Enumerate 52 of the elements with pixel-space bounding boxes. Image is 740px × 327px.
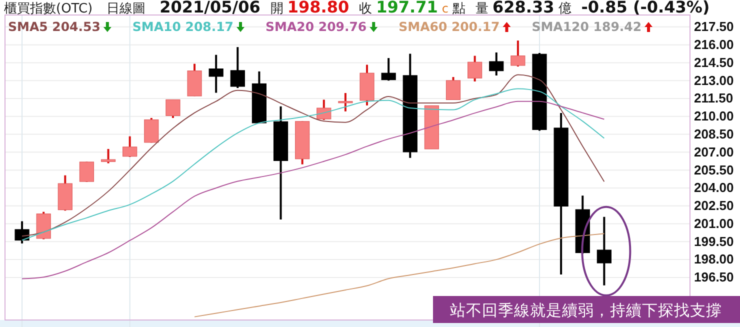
candlestick	[596, 216, 612, 286]
text: SMA60 200.17	[398, 19, 500, 34]
annotation: 198.80	[287, 0, 350, 16]
annotation: 2021/05/06	[160, 0, 260, 16]
line-series	[22, 100, 605, 280]
y-tick-label: 198.00	[694, 252, 734, 267]
candlestick	[166, 98, 180, 119]
annotation: 量	[476, 2, 488, 16]
candlestick	[446, 76, 461, 101]
annotation: c	[442, 2, 448, 16]
y-tick-label: 216.00	[694, 36, 734, 52]
y-tick-label: 204.00	[694, 180, 734, 196]
candlestick	[316, 98, 332, 121]
candlestick	[122, 135, 138, 158]
candlestick	[14, 220, 30, 244]
y-tick-label: 211.50	[694, 90, 734, 106]
y-tick-label: 205.50	[694, 162, 734, 178]
chart-subtitle: 日線圖	[106, 2, 146, 16]
candlestick	[468, 54, 482, 82]
text: SMA10 208.17	[132, 19, 234, 34]
candlestick	[489, 51, 504, 76]
y-tick-label: 196.50	[694, 270, 734, 285]
candlestick	[144, 116, 159, 144]
candlestick	[381, 57, 396, 82]
annotation: -0.85 (-0.43%)	[581, 0, 710, 16]
line-series	[194, 233, 605, 318]
candlestick	[338, 92, 353, 112]
candlestick	[208, 54, 224, 94]
annotation: SMA120 189.42	[532, 19, 642, 34]
annotation: 收	[359, 2, 372, 16]
y-tick-label: 217.50	[694, 19, 734, 34]
y-tick-label: 202.50	[694, 198, 734, 214]
text: SMA20 209.76	[266, 19, 367, 34]
annotation: 億	[558, 2, 572, 16]
y-tick-label: 213.00	[694, 72, 734, 88]
y-tick-label: 208.50	[694, 126, 734, 142]
annotation: 628.33	[492, 0, 554, 16]
candlestick	[100, 148, 116, 164]
annotation: 點	[452, 2, 466, 16]
y-tick-label: 199.50	[694, 234, 734, 249]
candlestick	[230, 46, 245, 90]
y-tick-label: 207.00	[694, 144, 734, 160]
annotation: 站不回季線就是續弱，持續下探找支撐	[450, 302, 722, 320]
text: SMA5 204.53	[8, 19, 100, 34]
y-tick-label: 201.00	[694, 216, 734, 231]
annotation: 197.71	[376, 0, 438, 16]
y-tick-label: 210.00	[694, 108, 734, 124]
candlestick	[79, 160, 94, 184]
annotation: 開	[270, 2, 284, 16]
candlestick	[510, 40, 526, 68]
y-tick-label: 214.50	[694, 54, 734, 70]
chart-title: 櫃買指數(OTC)	[4, 2, 93, 16]
